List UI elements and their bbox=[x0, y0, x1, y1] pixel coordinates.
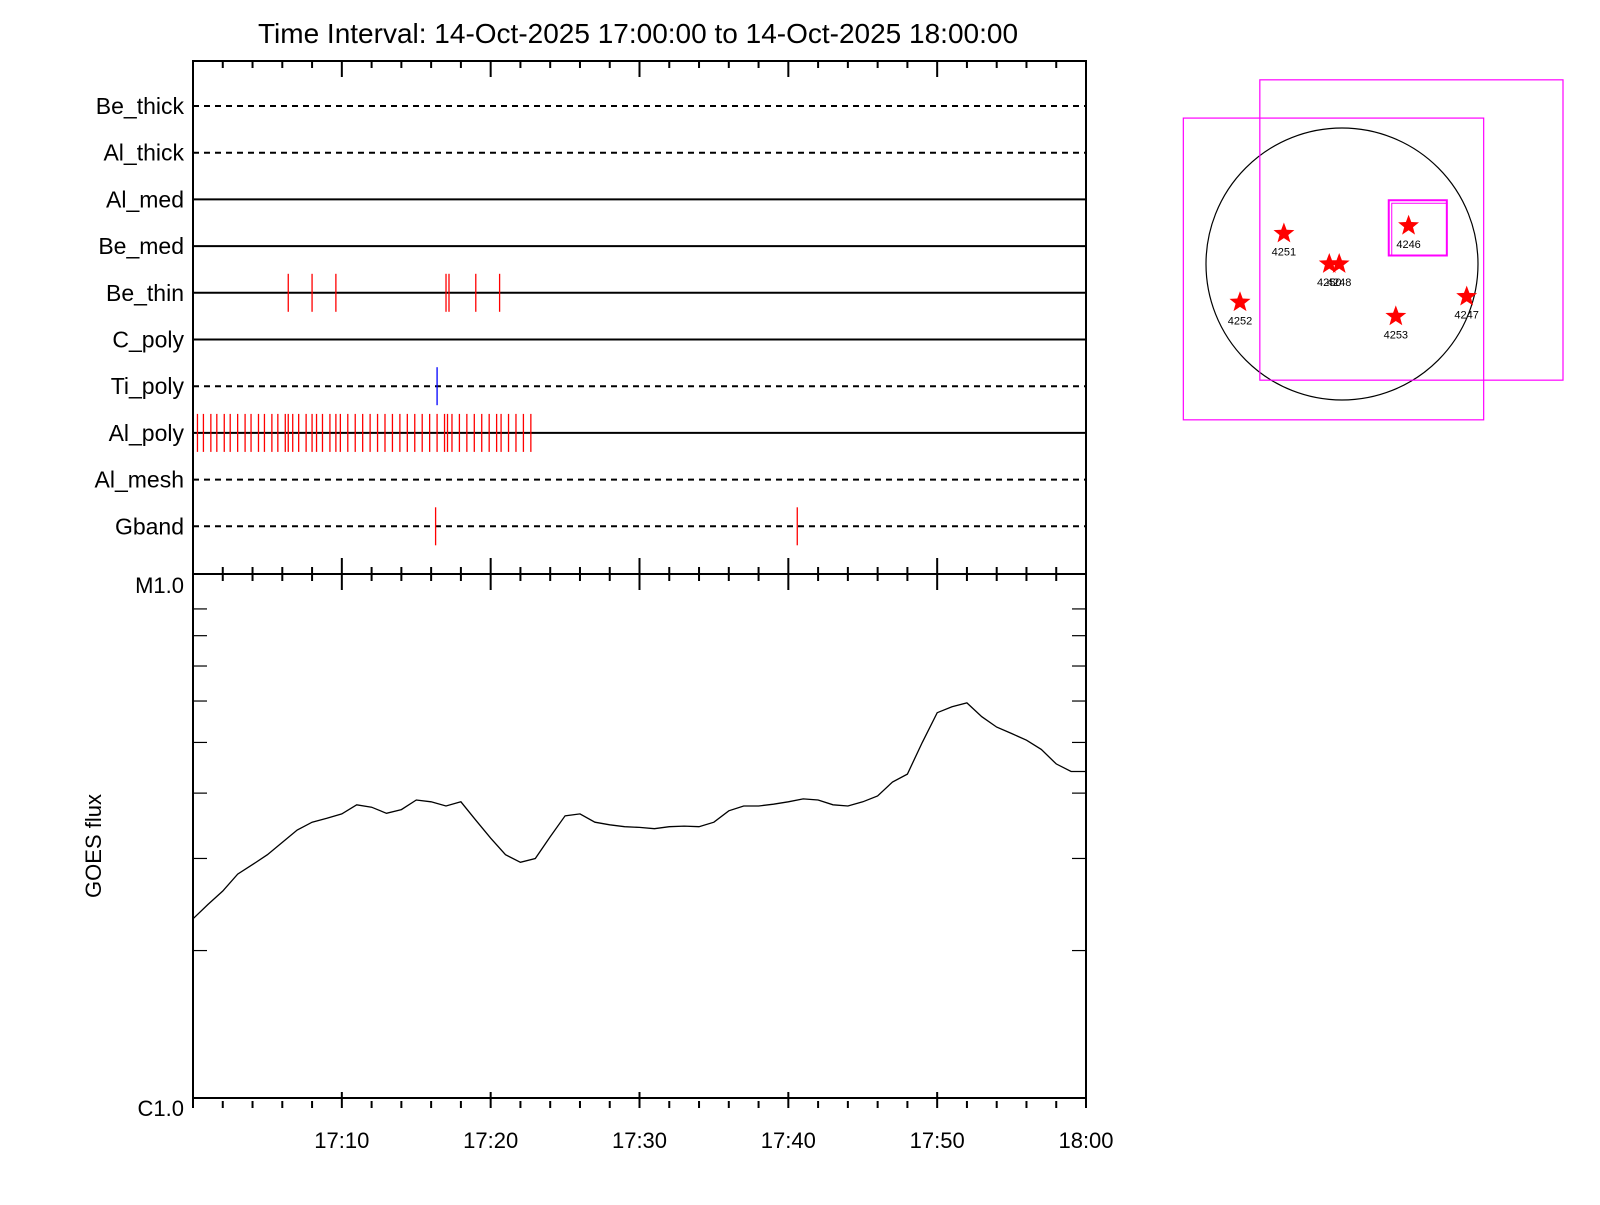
active-region-star-4251 bbox=[1273, 222, 1295, 243]
channel-label-Be_thin: Be_thin bbox=[106, 280, 184, 306]
channel-label-C_poly: C_poly bbox=[112, 327, 184, 353]
active-region-star-4253 bbox=[1385, 305, 1407, 326]
active-region-label-4252: 4252 bbox=[1228, 315, 1252, 327]
goes-ytick-label-min: C1.0 bbox=[138, 1096, 184, 1121]
timeline-panel-frame bbox=[192, 60, 1087, 575]
channel-label-Al_mesh: Al_mesh bbox=[95, 467, 184, 493]
fov-box-0 bbox=[1182, 117, 1485, 421]
active-region-label-4251: 4251 bbox=[1272, 247, 1296, 259]
active-region-star-4252 bbox=[1229, 291, 1251, 312]
goes-xtick-label: 17:50 bbox=[910, 1128, 965, 1153]
fov-box-1 bbox=[1259, 79, 1564, 381]
goes-xtick-label: 17:10 bbox=[314, 1128, 369, 1153]
goes-xtick-label: 17:20 bbox=[463, 1128, 518, 1153]
channel-label-Ti_poly: Ti_poly bbox=[111, 373, 185, 399]
goes-flux-line bbox=[192, 702, 1086, 920]
goes-xtick-label: 18:00 bbox=[1058, 1128, 1113, 1153]
active-region-label-4253: 4253 bbox=[1384, 329, 1408, 341]
active-region-star-4246 bbox=[1398, 214, 1419, 235]
channel-label-Al_thick: Al_thick bbox=[103, 140, 184, 166]
goes-layer: C1.0 M1.0 17:10 17:20 17:30 17:40 17:50 18:00 bbox=[135, 573, 1113, 1153]
goes-xtick-label: 17:40 bbox=[761, 1128, 816, 1153]
active-region-star-4248 bbox=[1328, 253, 1350, 273]
goes-ylabel: GOES flux bbox=[81, 794, 106, 898]
sun-disk bbox=[1205, 127, 1479, 401]
channel-label-Be_med: Be_med bbox=[98, 233, 184, 259]
goes-ytick-label-max: M1.0 bbox=[135, 573, 184, 598]
channel-label-Gband: Gband bbox=[115, 513, 184, 539]
channel-label-Be_thick: Be_thick bbox=[96, 93, 185, 119]
active-region-star-4247 bbox=[1456, 285, 1478, 306]
active-region-label-4247: 4247 bbox=[1454, 310, 1478, 322]
channel-label-Al_poly: Al_poly bbox=[109, 420, 185, 446]
goes-xtick-label: 17:30 bbox=[612, 1128, 667, 1153]
channel-label-Al_med: Al_med bbox=[106, 186, 184, 212]
fov-box-2-inner bbox=[1391, 202, 1448, 256]
goes-panel-frame bbox=[192, 573, 1087, 1099]
active-region-label-4246: 4246 bbox=[1396, 239, 1420, 251]
active-region-label-4250: 4250 bbox=[1317, 277, 1341, 289]
timeline-layer: Be_thick Al_thick Al_med Be_med Be_thin C_pol… bbox=[95, 61, 1087, 574]
chart-title: Time Interval: 14-Oct-2025 17:00:00 to 1… bbox=[258, 18, 1018, 49]
active-region-label-4248: 4248 bbox=[1327, 277, 1351, 289]
active-region-star-4250 bbox=[1318, 253, 1340, 273]
